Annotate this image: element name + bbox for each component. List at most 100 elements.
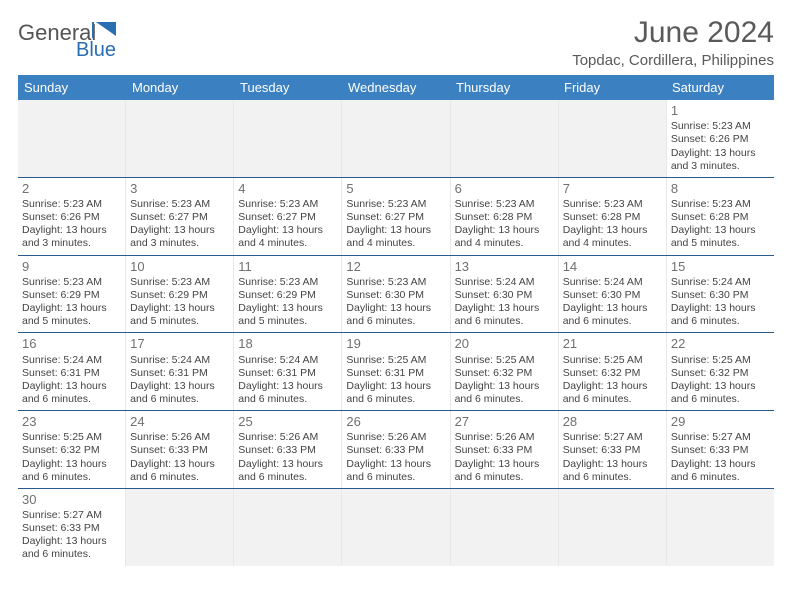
calendar-cell: 16Sunrise: 5:24 AMSunset: 6:31 PMDayligh… <box>18 333 126 410</box>
daylight-line: Daylight: 13 hours and 6 minutes. <box>22 458 121 484</box>
logo-sail-icon <box>96 22 116 36</box>
daylight-line: Daylight: 13 hours and 6 minutes. <box>22 535 121 561</box>
calendar-cell <box>667 489 774 566</box>
title-block: June 2024 Topdac, Cordillera, Philippine… <box>572 16 774 69</box>
day-number: 22 <box>671 336 770 352</box>
generalblue-logo-icon: General Blue <box>18 16 138 58</box>
sunset-line: Sunset: 6:32 PM <box>671 367 770 380</box>
sunrise-line: Sunrise: 5:24 AM <box>238 354 337 367</box>
sunrise-line: Sunrise: 5:26 AM <box>130 431 229 444</box>
calendar-cell: 12Sunrise: 5:23 AMSunset: 6:30 PMDayligh… <box>342 256 450 333</box>
daylight-line: Daylight: 13 hours and 4 minutes. <box>563 224 662 250</box>
calendar-cell: 22 Sunrise: 5:25 AMSunset: 6:32 PMDayligh… <box>667 333 774 410</box>
day-number: 25 <box>238 414 337 430</box>
sunset-line: Sunset: 6:32 PM <box>455 367 554 380</box>
sunset-line: Sunset: 6:26 PM <box>22 211 121 224</box>
daylight-line: Daylight: 13 hours and 6 minutes. <box>671 458 770 484</box>
daylight-line: Daylight: 13 hours and 6 minutes. <box>22 380 121 406</box>
day-number: 13 <box>455 259 554 275</box>
calendar-cell: 18Sunrise: 5:24 AMSunset: 6:31 PMDayligh… <box>234 333 342 410</box>
daylight-line: Daylight: 13 hours and 5 minutes. <box>130 302 229 328</box>
page-title: June 2024 <box>572 16 774 50</box>
sunrise-line: Sunrise: 5:25 AM <box>563 354 662 367</box>
day-number: 10 <box>130 259 229 275</box>
calendar-weeks: 1Sunrise: 5:23 AMSunset: 6:26 PMDaylight… <box>18 100 774 566</box>
sunrise-line: Sunrise: 5:23 AM <box>455 198 554 211</box>
calendar-cell: 8Sunrise: 5:23 AMSunset: 6:28 PMDaylight… <box>667 178 774 255</box>
sunset-line: Sunset: 6:29 PM <box>22 289 121 302</box>
calendar-week: 9Sunrise: 5:23 AMSunset: 6:29 PMDaylight… <box>18 256 774 334</box>
sunset-line: Sunset: 6:33 PM <box>671 444 770 457</box>
calendar-cell: 13Sunrise: 5:24 AMSunset: 6:30 PMDayligh… <box>451 256 559 333</box>
sunset-line: Sunset: 6:26 PM <box>671 133 770 146</box>
day-number: 6 <box>455 181 554 197</box>
daylight-line: Daylight: 13 hours and 6 minutes. <box>563 380 662 406</box>
daylight-line: Daylight: 13 hours and 6 minutes. <box>238 458 337 484</box>
day-number: 11 <box>238 259 337 275</box>
sunset-line: Sunset: 6:32 PM <box>22 444 121 457</box>
sunset-line: Sunset: 6:33 PM <box>563 444 662 457</box>
daylight-line: Daylight: 13 hours and 6 minutes. <box>130 458 229 484</box>
calendar: SundayMondayTuesdayWednesdayThursdayFrid… <box>18 75 774 566</box>
sunset-line: Sunset: 6:28 PM <box>671 211 770 224</box>
daylight-line: Daylight: 13 hours and 6 minutes. <box>671 302 770 328</box>
sunset-line: Sunset: 6:31 PM <box>22 367 121 380</box>
sunrise-line: Sunrise: 5:25 AM <box>671 354 770 367</box>
day-number: 30 <box>22 492 121 508</box>
calendar-cell: 27Sunrise: 5:26 AMSunset: 6:33 PMDayligh… <box>451 411 559 488</box>
daylight-line: Daylight: 13 hours and 4 minutes. <box>238 224 337 250</box>
calendar-cell: 14Sunrise: 5:24 AMSunset: 6:30 PMDayligh… <box>559 256 667 333</box>
calendar-cell: 24Sunrise: 5:26 AMSunset: 6:33 PMDayligh… <box>126 411 234 488</box>
calendar-week: 1Sunrise: 5:23 AMSunset: 6:26 PMDaylight… <box>18 100 774 178</box>
sunrise-line: Sunrise: 5:23 AM <box>346 276 445 289</box>
day-number: 9 <box>22 259 121 275</box>
sunset-line: Sunset: 6:31 PM <box>130 367 229 380</box>
sunset-line: Sunset: 6:30 PM <box>346 289 445 302</box>
page-subtitle: Topdac, Cordillera, Philippines <box>572 52 774 69</box>
day-number: 19 <box>346 336 445 352</box>
day-number: 16 <box>22 336 121 352</box>
sunrise-line: Sunrise: 5:24 AM <box>130 354 229 367</box>
calendar-cell: 3Sunrise: 5:23 AMSunset: 6:27 PMDaylight… <box>126 178 234 255</box>
daylight-line: Daylight: 13 hours and 3 minutes. <box>22 224 121 250</box>
calendar-week: 16Sunrise: 5:24 AMSunset: 6:31 PMDayligh… <box>18 333 774 411</box>
sunrise-line: Sunrise: 5:26 AM <box>455 431 554 444</box>
daylight-line: Daylight: 13 hours and 5 minutes. <box>238 302 337 328</box>
sunrise-line: Sunrise: 5:27 AM <box>22 509 121 522</box>
calendar-cell <box>234 489 342 566</box>
day-header: Wednesday <box>342 75 450 100</box>
day-number: 17 <box>130 336 229 352</box>
day-number: 12 <box>346 259 445 275</box>
sunset-line: Sunset: 6:27 PM <box>238 211 337 224</box>
daylight-line: Daylight: 13 hours and 6 minutes. <box>455 302 554 328</box>
calendar-cell: 5Sunrise: 5:23 AMSunset: 6:27 PMDaylight… <box>342 178 450 255</box>
sunrise-line: Sunrise: 5:24 AM <box>455 276 554 289</box>
sunset-line: Sunset: 6:29 PM <box>238 289 337 302</box>
daylight-line: Daylight: 13 hours and 6 minutes. <box>671 380 770 406</box>
day-number: 8 <box>671 181 770 197</box>
day-headers-row: SundayMondayTuesdayWednesdayThursdayFrid… <box>18 75 774 100</box>
calendar-cell: 25Sunrise: 5:26 AMSunset: 6:33 PMDayligh… <box>234 411 342 488</box>
sunset-line: Sunset: 6:33 PM <box>455 444 554 457</box>
sunrise-line: Sunrise: 5:25 AM <box>22 431 121 444</box>
sunset-line: Sunset: 6:33 PM <box>346 444 445 457</box>
calendar-cell: 19Sunrise: 5:25 AMSunset: 6:31 PMDayligh… <box>342 333 450 410</box>
calendar-cell: 4Sunrise: 5:23 AMSunset: 6:27 PMDaylight… <box>234 178 342 255</box>
daylight-line: Daylight: 13 hours and 3 minutes. <box>671 147 770 173</box>
sunset-line: Sunset: 6:32 PM <box>563 367 662 380</box>
logo-mast-icon <box>92 22 94 38</box>
sunset-line: Sunset: 6:27 PM <box>130 211 229 224</box>
daylight-line: Daylight: 13 hours and 6 minutes. <box>563 458 662 484</box>
day-header: Thursday <box>450 75 558 100</box>
calendar-cell: 6Sunrise: 5:23 AMSunset: 6:28 PMDaylight… <box>451 178 559 255</box>
sunset-line: Sunset: 6:27 PM <box>346 211 445 224</box>
sunrise-line: Sunrise: 5:27 AM <box>563 431 662 444</box>
calendar-cell: 11Sunrise: 5:23 AMSunset: 6:29 PMDayligh… <box>234 256 342 333</box>
sunrise-line: Sunrise: 5:23 AM <box>563 198 662 211</box>
day-number: 28 <box>563 414 662 430</box>
calendar-cell <box>126 100 234 177</box>
calendar-cell: 7Sunrise: 5:23 AMSunset: 6:28 PMDaylight… <box>559 178 667 255</box>
sunset-line: Sunset: 6:28 PM <box>563 211 662 224</box>
sunrise-line: Sunrise: 5:23 AM <box>22 198 121 211</box>
sunset-line: Sunset: 6:33 PM <box>238 444 337 457</box>
